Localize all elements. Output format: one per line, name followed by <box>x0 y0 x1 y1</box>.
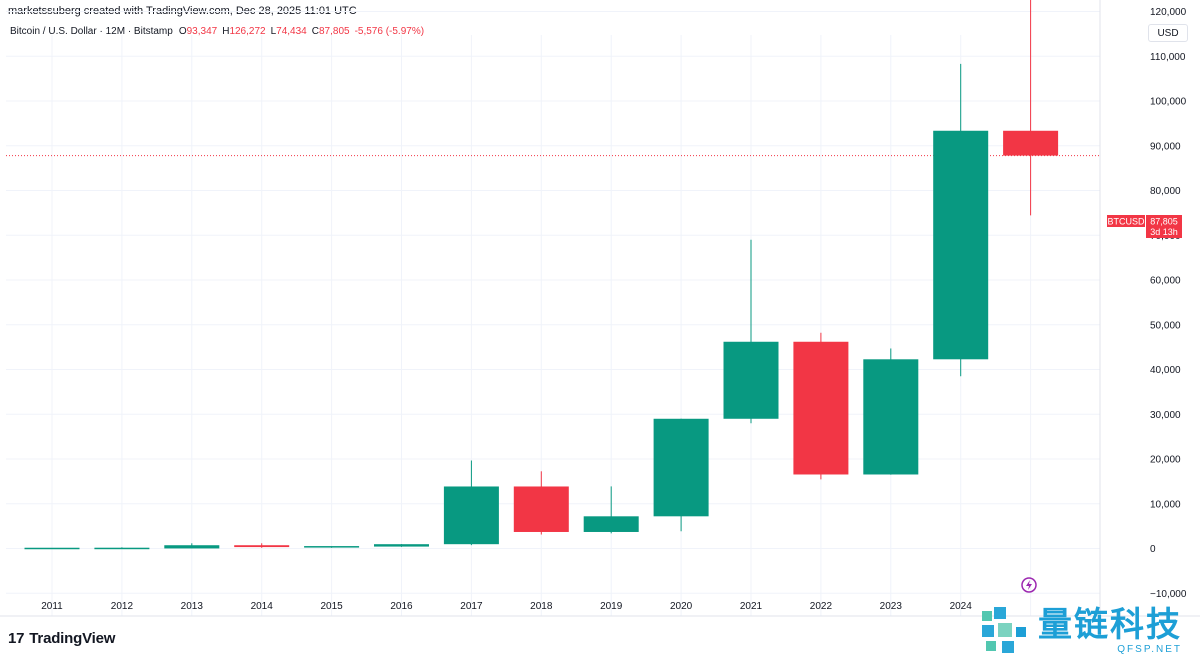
qfsp-watermark: 量链科技 QFSP.NET <box>978 600 1198 660</box>
open-label: O <box>178 26 187 37</box>
lightning-icon[interactable] <box>1021 577 1037 593</box>
candle <box>1003 0 1059 216</box>
symbol-description[interactable]: Bitcoin / U.S. Dollar · 12M · Bitstamp <box>10 26 173 37</box>
candle-body <box>164 545 220 549</box>
brand-name: TradingView <box>29 630 116 647</box>
y-tick-label: 90,000 <box>1150 141 1181 152</box>
y-tick-label: 100,000 <box>1150 97 1187 108</box>
x-tick-label: 2018 <box>530 601 553 612</box>
price-tag-bg <box>1146 215 1182 238</box>
candle <box>24 547 80 550</box>
watermark-domain: QFSP.NET <box>1117 643 1182 655</box>
watermark-logo-icon <box>982 607 1026 653</box>
y-tick-label: 80,000 <box>1150 186 1181 197</box>
price-tag-value: 87,805 <box>1150 217 1178 227</box>
symbol-legend: Bitcoin / U.S. Dollar · 12M · Bitstamp O… <box>10 26 424 37</box>
candle-body <box>374 544 429 547</box>
y-tick-label: 60,000 <box>1150 276 1181 287</box>
ticker-tag-bg <box>1107 215 1145 227</box>
currency-button[interactable]: USD <box>1148 24 1188 42</box>
candle-body <box>234 545 290 548</box>
close-label: C <box>311 26 319 37</box>
y-tick-label: 10,000 <box>1150 499 1181 510</box>
x-tick-label: 2012 <box>111 601 134 612</box>
high-value: 126,272 <box>229 26 266 37</box>
current-price-tag: BTCUSD 87,805 3d 13h <box>1107 215 1182 238</box>
candle-body <box>863 359 919 475</box>
y-tick-label: −10,000 <box>1150 589 1187 600</box>
x-tick-label: 2019 <box>600 601 623 612</box>
candle <box>234 543 290 548</box>
candle-body <box>443 486 499 545</box>
low-label: L <box>270 26 277 37</box>
close-value: 87,805 <box>318 26 350 37</box>
y-tick-label: 110,000 <box>1150 52 1186 63</box>
candle-body <box>583 516 639 532</box>
y-tick-label: 20,000 <box>1150 455 1181 466</box>
candle <box>653 418 709 532</box>
open-value: 93,347 <box>186 26 218 37</box>
candle-body <box>653 418 709 517</box>
price-tag-countdown: 3d 13h <box>1150 227 1178 237</box>
y-tick-label: 120,000 <box>1150 7 1187 18</box>
candle <box>374 544 429 547</box>
x-tick-label: 2023 <box>880 601 903 612</box>
candle <box>304 546 360 548</box>
candle-body <box>793 341 849 475</box>
candle <box>583 486 639 534</box>
x-tick-label: 2014 <box>251 601 274 612</box>
y-tick-label: 50,000 <box>1150 320 1181 331</box>
candle <box>723 239 779 424</box>
x-tick-label: 2011 <box>41 601 63 612</box>
x-tick-label: 2017 <box>460 601 483 612</box>
candles-layer <box>24 0 1059 550</box>
tradingview-mark-icon: 17 <box>8 630 25 647</box>
x-tick-label: 2015 <box>320 601 343 612</box>
watermark-chinese: 量链科技 <box>1038 605 1182 644</box>
candle <box>164 543 220 549</box>
candle <box>94 547 150 550</box>
grid-lines <box>6 11 1100 616</box>
candle <box>513 471 569 535</box>
x-tick-label: 2016 <box>390 601 413 612</box>
candle-body <box>1003 130 1059 156</box>
high-label: H <box>222 26 230 37</box>
x-tick-label: 2013 <box>181 601 204 612</box>
candle-body <box>304 546 360 548</box>
x-tick-label: 2021 <box>740 601 763 612</box>
x-tick-label: 2022 <box>810 601 833 612</box>
y-tick-label: 40,000 <box>1150 365 1181 376</box>
x-tick-label: 2020 <box>670 601 693 612</box>
candle-body <box>24 547 80 550</box>
change-value: -5,576 (-5.97%) <box>354 26 425 37</box>
candle-body <box>513 486 569 532</box>
candle-body <box>933 130 989 360</box>
price-axis: −10,000 0 10,000 20,000 30,000 40,000 50,000 60… <box>1099 0 1187 620</box>
candle <box>443 460 499 546</box>
low-value: 74,434 <box>276 26 307 37</box>
candle <box>933 63 989 377</box>
candle-body <box>723 341 779 419</box>
y-tick-label: 30,000 <box>1150 410 1181 421</box>
candle <box>793 332 849 480</box>
y-tick-label: 0 <box>1150 544 1156 555</box>
x-tick-label: 2024 <box>950 601 973 612</box>
tradingview-logo[interactable]: 17 TradingView <box>8 630 115 647</box>
ticker-tag-label: BTCUSD <box>1107 217 1145 227</box>
candle-body <box>94 547 150 550</box>
candle <box>863 348 919 475</box>
